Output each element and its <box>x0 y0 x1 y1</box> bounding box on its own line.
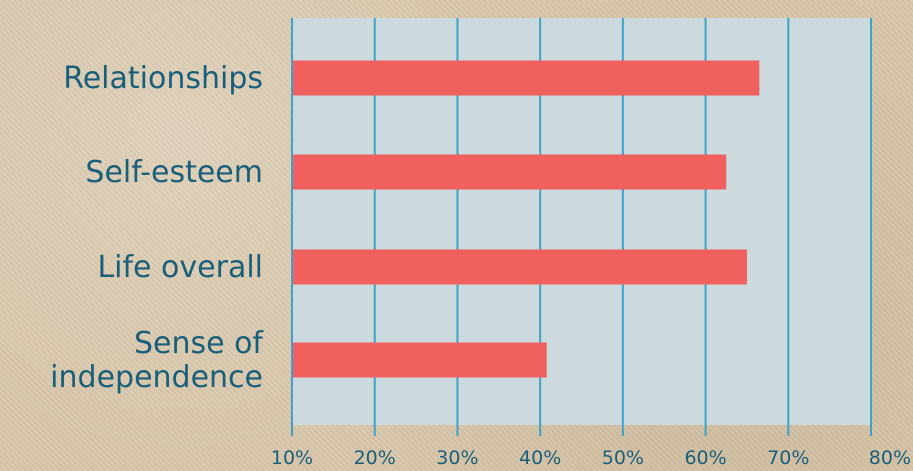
category-label: independence <box>50 360 263 395</box>
category-labels: Relationships Self-esteem Life overall Sens… <box>50 61 264 395</box>
bar <box>293 60 760 96</box>
bar <box>293 249 747 285</box>
x-tick-label: 80% <box>869 447 911 469</box>
x-tick-label: 50% <box>602 447 644 469</box>
category-label: Relationships <box>63 61 263 96</box>
x-tick-label: 30% <box>436 447 478 469</box>
x-tick-label: 60% <box>684 447 726 469</box>
bar <box>293 342 547 378</box>
bars <box>293 60 760 378</box>
x-tick-label: 20% <box>354 447 396 469</box>
category-label: Sense of <box>134 326 264 361</box>
bar <box>293 154 727 190</box>
x-tick-label: 70% <box>767 447 809 469</box>
x-tick-label: 10% <box>271 447 313 469</box>
category-label: Self-esteem <box>85 155 263 190</box>
x-tick-label: 40% <box>519 447 561 469</box>
x-axis-tick-labels: 10% 20% 30% 40% 50% 60% 70% 80% <box>271 447 911 469</box>
category-label: Life overall <box>97 250 263 285</box>
